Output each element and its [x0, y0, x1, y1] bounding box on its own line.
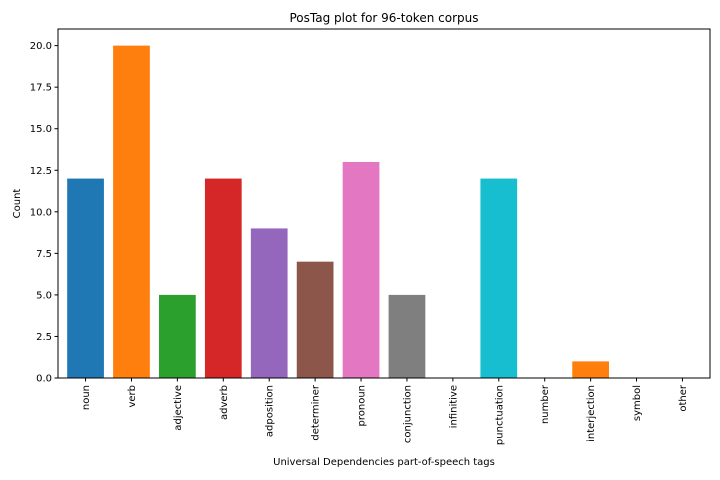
bar-pronoun: [342, 161, 380, 378]
y-tick-label: 15.0: [30, 124, 52, 135]
x-axis-label: Universal Dependencies part-of-speech ta…: [273, 457, 495, 468]
bar-adposition: [250, 228, 288, 378]
bar-punctuation: [480, 178, 518, 378]
x-tick-label-symbol: symbol: [632, 385, 643, 421]
x-tick-label-adverb: adverb: [219, 385, 230, 420]
x-tick-label-interjection: interjection: [586, 385, 597, 442]
x-tick-label-conjunction: conjunction: [402, 385, 413, 443]
y-tick-label: 12.5: [30, 166, 52, 177]
plot-frame: [57, 28, 711, 379]
bar-interjection: [572, 361, 609, 378]
x-tick-label-determiner: determiner: [311, 384, 322, 441]
x-axis: noun verb adjective adverb adposition determi…: [81, 378, 689, 445]
x-tick-label-infinitive: infinitive: [448, 385, 459, 428]
y-tick-label: 10.0: [30, 207, 52, 218]
bar-adverb: [204, 178, 242, 378]
x-tick-label-number: number: [540, 384, 551, 424]
bar-noun: [67, 178, 104, 378]
x-tick-label-punctuation: punctuation: [494, 385, 505, 445]
y-tick-label: 5.0: [36, 290, 52, 301]
y-axis: 0.0 2.5 5.0 7.5 10.0 12.5 15.0 17.5 20.0: [30, 41, 58, 385]
x-tick-label-adposition: adposition: [265, 385, 276, 437]
y-axis-label: Count: [12, 189, 23, 219]
x-tick-label-adjective: adjective: [173, 385, 184, 431]
bar-verb: [113, 45, 150, 378]
y-tick-label: 20.0: [30, 41, 52, 52]
y-tick-label: 17.5: [30, 83, 52, 94]
chart-title: PosTag plot for 96-token corpus: [290, 11, 479, 25]
x-tick-label-pronoun: pronoun: [357, 385, 368, 427]
x-tick-label-other: other: [678, 384, 689, 412]
y-tick-label: 0.0: [36, 374, 52, 385]
x-tick-label-noun: noun: [81, 385, 92, 410]
bar-conjunction: [388, 294, 426, 378]
x-tick-label-verb: verb: [127, 385, 138, 408]
y-tick-label: 2.5: [36, 332, 52, 343]
bars-group: [67, 45, 609, 378]
bar-adjective: [159, 294, 196, 378]
y-tick-label: 7.5: [36, 249, 52, 260]
bar-determiner: [296, 261, 334, 378]
